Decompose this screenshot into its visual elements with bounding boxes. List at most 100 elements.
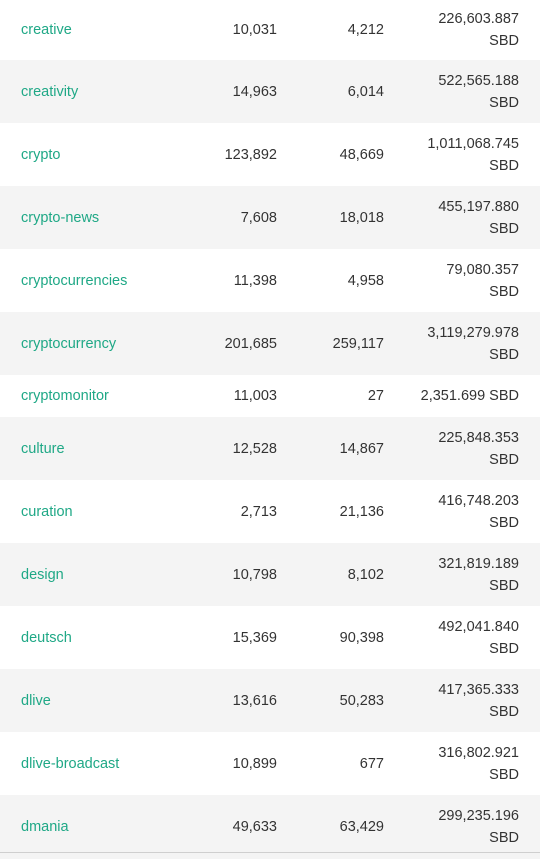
comments-count-cell: 90,398 bbox=[339, 629, 384, 646]
comments-count-cell: 14,867 bbox=[339, 440, 384, 457]
tag-cell: crypto-news bbox=[0, 186, 183, 249]
tag-cell: cryptomonitor bbox=[0, 375, 183, 417]
payout-unit: SBD bbox=[489, 220, 519, 237]
payout-cell: 522,565.188 SBD bbox=[384, 60, 540, 123]
posts-count-cell: 15,369 bbox=[232, 629, 277, 646]
payout-unit: SBD bbox=[489, 703, 519, 720]
table-row: culture 12,528 14,867 225,848.353 SBD bbox=[0, 417, 540, 480]
payout-amount: 299,235.196 bbox=[438, 808, 519, 824]
payout-unit: SBD bbox=[489, 640, 519, 657]
tag-link[interactable]: deutsch bbox=[21, 629, 72, 646]
payout-amount: 3,119,279.978 bbox=[427, 324, 519, 341]
table-row: creative 10,031 4,212 226,603.887 SBD bbox=[0, 0, 540, 60]
posts-count-cell: 49,633 bbox=[232, 819, 277, 835]
tag-link[interactable]: creative bbox=[21, 22, 72, 38]
comments-count-cell: 21,136 bbox=[339, 503, 384, 520]
table-row: cryptomonitor 11,003 27 2,351.699 SBD bbox=[0, 375, 540, 417]
payout-cell: 492,041.840 SBD bbox=[384, 606, 540, 669]
payout-unit: SBD bbox=[489, 157, 519, 174]
comments-count-cell: 27 bbox=[367, 388, 384, 404]
payout-unit: SBD bbox=[489, 451, 519, 468]
tag-link[interactable]: cryptocurrencies bbox=[21, 272, 128, 289]
tag-link[interactable]: creativity bbox=[21, 83, 79, 100]
table-row: curation 2,713 21,136 416,748.203 SBD bbox=[0, 480, 540, 543]
payout-cell: 225,848.353 SBD bbox=[384, 417, 540, 480]
tag-cell: curation bbox=[0, 480, 183, 543]
payout-cell: 416,748.203 SBD bbox=[384, 480, 540, 543]
payout-unit: SBD bbox=[489, 346, 519, 363]
posts-count-cell: 10,899 bbox=[232, 755, 277, 772]
payout-amount: 321,819.189 bbox=[438, 555, 519, 572]
tag-link[interactable]: crypto-news bbox=[21, 209, 100, 226]
tag-cell: creativity bbox=[0, 60, 183, 123]
table-row: design 10,798 8,102 321,819.189 SBD bbox=[0, 543, 540, 606]
comments-count-cell: 6,014 bbox=[347, 83, 384, 100]
posts-count-cell: 201,685 bbox=[224, 335, 277, 352]
payout-amount: 455,197.880 bbox=[438, 198, 519, 215]
payout-cell: 79,080.357 SBD bbox=[384, 249, 540, 312]
tag-link[interactable]: crypto bbox=[21, 146, 61, 163]
comments-count-cell: 8,102 bbox=[347, 566, 384, 583]
posts-count-cell: 13,616 bbox=[232, 692, 277, 709]
payout-amount: 522,565.188 bbox=[438, 72, 519, 89]
comments-count-cell: 4,958 bbox=[347, 272, 384, 289]
tag-cell: cryptocurrency bbox=[0, 312, 183, 375]
tag-link[interactable]: culture bbox=[21, 440, 65, 457]
payout-unit: SBD bbox=[489, 283, 519, 300]
payout-unit: SBD bbox=[489, 94, 519, 111]
posts-count-cell: 11,003 bbox=[233, 388, 277, 404]
posts-count-cell: 123,892 bbox=[224, 146, 277, 163]
payout-cell: 316,802.921 SBD bbox=[384, 732, 540, 795]
posts-count-cell: 10,031 bbox=[232, 22, 277, 38]
payout-unit: SBD bbox=[489, 388, 519, 404]
posts-count-cell: 2,713 bbox=[240, 503, 277, 520]
tag-link[interactable]: design bbox=[21, 566, 64, 583]
comments-count-cell: 63,429 bbox=[339, 819, 384, 835]
payout-cell: 3,119,279.978 SBD bbox=[384, 312, 540, 375]
tag-link[interactable]: dmania bbox=[21, 819, 69, 835]
payout-unit: SBD bbox=[489, 514, 519, 531]
tag-link[interactable]: cryptocurrency bbox=[21, 335, 117, 352]
table-row: cryptocurrencies 11,398 4,958 79,080.357 SBD bbox=[0, 249, 540, 312]
tag-cell: cryptocurrencies bbox=[0, 249, 183, 312]
payout-cell: 321,819.189 SBD bbox=[384, 543, 540, 606]
comments-count-cell: 259,117 bbox=[332, 335, 384, 352]
payout-amount: 416,748.203 bbox=[438, 492, 519, 509]
tag-link[interactable]: curation bbox=[21, 503, 73, 520]
tag-link[interactable]: dlive-broadcast bbox=[21, 755, 120, 772]
payout-unit: SBD bbox=[489, 577, 519, 594]
payout-amount: 79,080.357 bbox=[446, 261, 519, 278]
payout-amount: 316,802.921 bbox=[438, 744, 519, 761]
payout-cell: 226,603.887 SBD bbox=[384, 0, 540, 60]
payout-cell: 1,011,068.745 SBD bbox=[384, 123, 540, 186]
payout-unit: SBD bbox=[489, 766, 519, 783]
posts-count-cell: 10,798 bbox=[232, 566, 277, 583]
payout-cell: 299,235.196 SBD bbox=[384, 795, 540, 859]
payout-amount: 2,351.699 bbox=[420, 388, 486, 404]
table-row: dlive 13,616 50,283 417,365.333 SBD bbox=[0, 669, 540, 732]
tag-link[interactable]: dlive bbox=[21, 692, 51, 709]
payout-cell: 2,351.699 SBD bbox=[384, 375, 540, 417]
payout-cell: 455,197.880 SBD bbox=[384, 186, 540, 249]
comments-count-cell: 677 bbox=[359, 755, 384, 772]
tag-cell: deutsch bbox=[0, 606, 183, 669]
comments-count-cell: 50,283 bbox=[339, 692, 384, 709]
table-row: deutsch 15,369 90,398 492,041.840 SBD bbox=[0, 606, 540, 669]
payout-amount: 225,848.353 bbox=[438, 429, 519, 446]
posts-count-cell: 11,398 bbox=[233, 272, 277, 289]
posts-count-cell: 14,963 bbox=[232, 83, 277, 100]
tag-link[interactable]: cryptomonitor bbox=[21, 388, 109, 404]
scroll-edge-divider bbox=[0, 852, 540, 853]
tag-cell: culture bbox=[0, 417, 183, 480]
payout-amount: 492,041.840 bbox=[438, 618, 519, 635]
table-row: crypto-news 7,608 18,018 455,197.880 SBD bbox=[0, 186, 540, 249]
payout-amount: 226,603.887 bbox=[438, 11, 519, 27]
comments-count-cell: 4,212 bbox=[347, 22, 384, 38]
comments-count-cell: 48,669 bbox=[339, 146, 384, 163]
tag-cell: design bbox=[0, 543, 183, 606]
payout-amount: 417,365.333 bbox=[438, 681, 519, 698]
payout-unit: SBD bbox=[489, 33, 519, 49]
payout-cell: 417,365.333 SBD bbox=[384, 669, 540, 732]
